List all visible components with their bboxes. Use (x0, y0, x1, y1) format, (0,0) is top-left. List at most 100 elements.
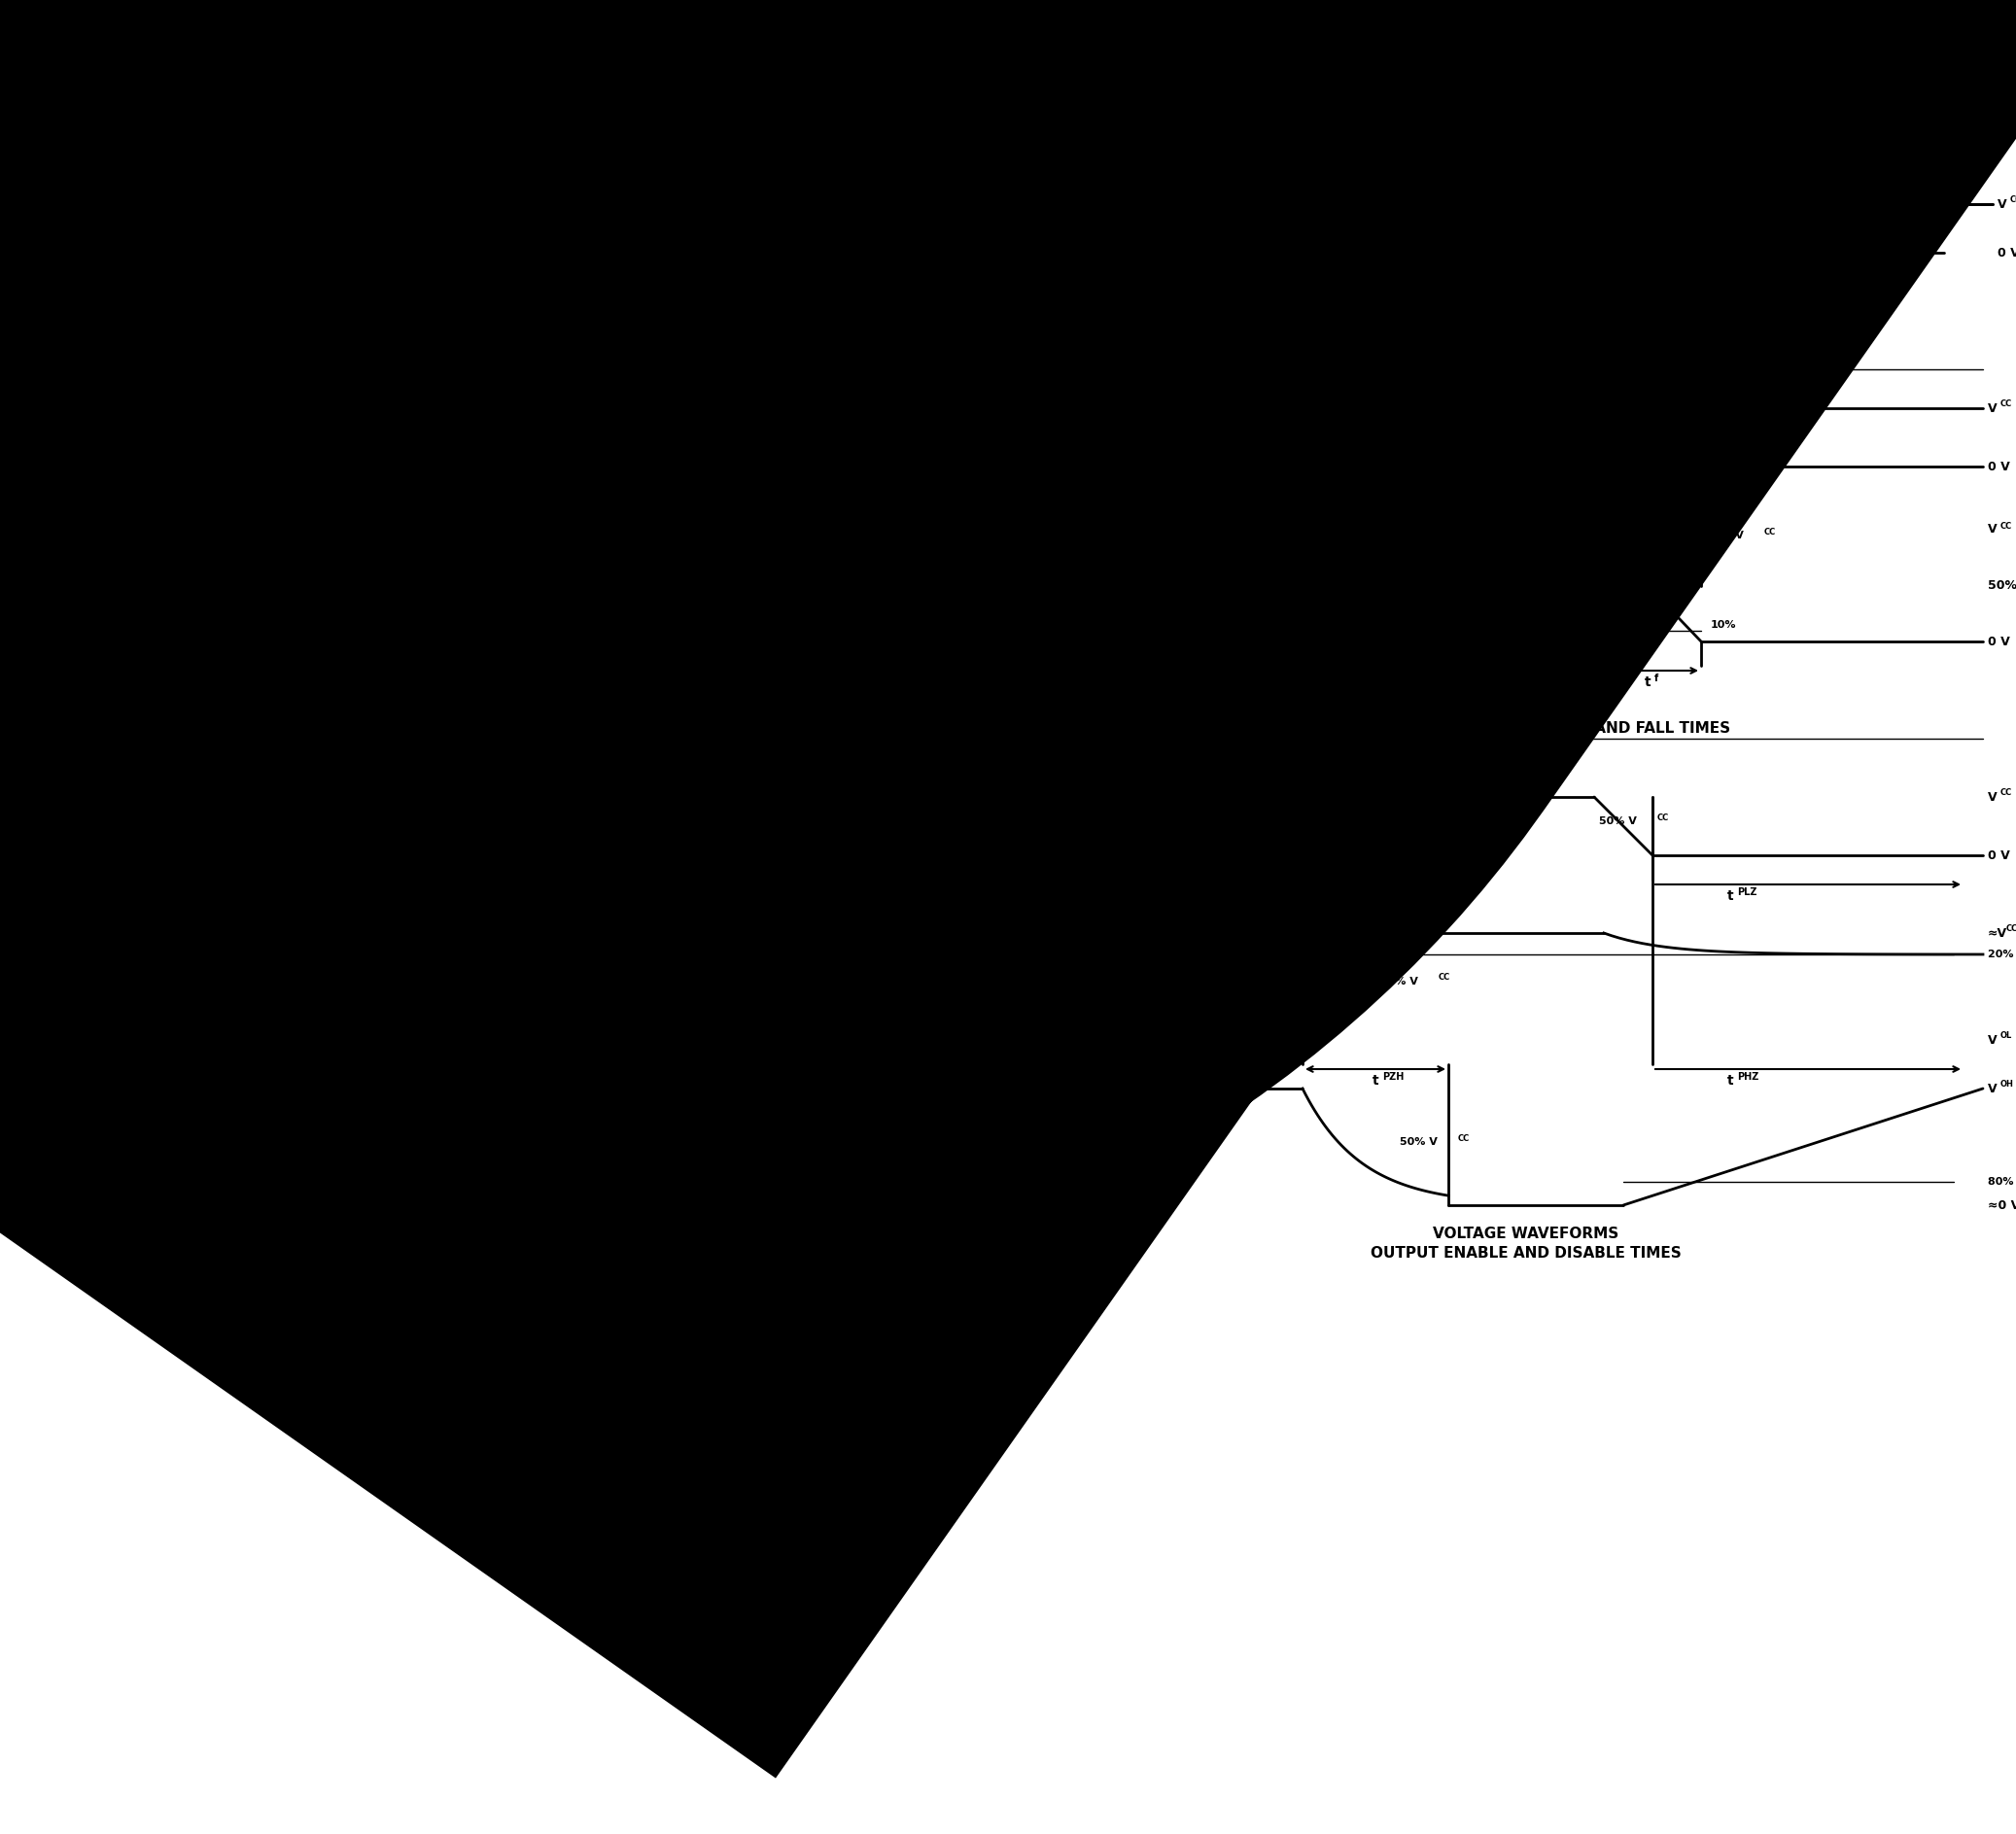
Text: Output: Output (0, 1062, 48, 1077)
Text: C: C (190, 154, 200, 167)
Circle shape (393, 112, 403, 121)
Text: tₚPHZ/tₚPZH: tₚPHZ/tₚPZH (1169, 134, 1262, 149)
Text: 2 × V: 2 × V (671, 59, 712, 73)
Text: 90%: 90% (522, 1031, 548, 1040)
Text: Waveform 1: Waveform 1 (978, 979, 1060, 992)
Text: Input: Input (8, 805, 48, 818)
Text: V: V (706, 1121, 714, 1133)
Text: PROPAGATION DELAY AND OUTPUT TRANSITION TIMES: PROPAGATION DELAY AND OUTPUT TRANSITION … (171, 1198, 625, 1212)
Circle shape (645, 61, 653, 72)
Text: LOAD CIRCUIT: LOAD CIRCUIT (272, 279, 389, 293)
Text: 50% V: 50% V (569, 897, 607, 906)
Text: 90%: 90% (1504, 532, 1530, 541)
Text: CC: CC (1464, 103, 1478, 112)
Text: t: t (522, 1034, 528, 1049)
Text: CC: CC (1302, 215, 1314, 224)
Text: PULSE DURATION: PULSE DURATION (1450, 343, 1595, 358)
Text: t: t (260, 1161, 266, 1176)
Text: V: V (706, 888, 714, 900)
Text: r: r (1139, 673, 1143, 684)
Text: OH: OH (718, 1022, 732, 1031)
Text: V: V (706, 781, 714, 794)
Text: Under Test: Under Test (56, 119, 139, 134)
Text: r: r (270, 1033, 274, 1044)
Text: S1 at GND: S1 at GND (998, 1128, 1060, 1137)
Text: t: t (260, 1034, 266, 1049)
Text: 90%: 90% (1232, 532, 1258, 541)
Text: CC: CC (734, 57, 748, 68)
Text: Waveform 2: Waveform 2 (978, 1141, 1060, 1154)
Circle shape (296, 112, 306, 121)
Text: V: V (1988, 1082, 1998, 1095)
Text: 10%: 10% (444, 1108, 470, 1117)
Text: f: f (1655, 673, 1659, 684)
Text: S1: S1 (599, 90, 619, 105)
Text: 2 × V: 2 × V (1409, 105, 1450, 119)
Text: t: t (1397, 492, 1403, 504)
Text: CC: CC (1653, 424, 1665, 433)
Text: † When V: † When V (28, 246, 99, 259)
Text: CC: CC (2000, 400, 2012, 409)
Text: CC: CC (1389, 812, 1401, 822)
Text: 10%: 10% (1712, 620, 1736, 631)
Text: Control: Control (1004, 809, 1060, 823)
Text: CC: CC (268, 798, 280, 807)
Text: V: V (1988, 523, 1998, 536)
Text: 50% V: 50% V (466, 453, 504, 464)
Text: 50% V: 50% V (1244, 218, 1282, 229)
Text: 90%: 90% (319, 897, 343, 906)
Text: 0 V: 0 V (1988, 460, 2010, 473)
Text: CC: CC (627, 893, 639, 902)
Text: 90%: 90% (1232, 620, 1258, 631)
Text: In-Phase: In-Phase (0, 956, 48, 968)
Text: 50% V: 50% V (1706, 532, 1744, 541)
Text: CC: CC (1764, 528, 1776, 537)
Text: CC: CC (117, 251, 131, 262)
Text: (see Note B): (see Note B) (984, 1113, 1060, 1122)
Text: t: t (1373, 1075, 1379, 1088)
Text: su: su (1193, 490, 1206, 499)
Text: 0 V: 0 V (637, 616, 659, 629)
Text: PLH: PLH (220, 853, 242, 864)
Text: OUTPUT ENABLE AND DISABLE TIMES: OUTPUT ENABLE AND DISABLE TIMES (1371, 1247, 1681, 1262)
Text: 0 V: 0 V (1988, 849, 2010, 862)
Text: VOLTAGE WAVEFORMS: VOLTAGE WAVEFORMS (306, 1179, 492, 1194)
Text: PZH: PZH (1383, 1073, 1403, 1082)
Text: V: V (1988, 1034, 1998, 1045)
Text: f: f (532, 1033, 536, 1044)
Text: 50% V: 50% V (1633, 218, 1671, 229)
Text: GND: GND (1411, 134, 1445, 149)
Text: 50% V: 50% V (1599, 816, 1637, 825)
Text: t: t (450, 1166, 456, 1179)
Text: 0 V: 0 V (1998, 246, 2016, 259)
Text: CC: CC (649, 556, 661, 565)
Text: 50%: 50% (569, 1031, 595, 1040)
Text: 90%: 90% (1068, 532, 1093, 541)
Text: Open: Open (1409, 75, 1450, 90)
Text: V: V (1988, 402, 1998, 414)
Text: CC: CC (1042, 963, 1054, 972)
Text: 50% V: 50% V (1381, 978, 1417, 987)
Text: V: V (637, 558, 645, 570)
Text: 50% V: 50% V (1333, 816, 1369, 825)
Text: CC: CC (2000, 789, 2012, 798)
Text: t: t (1397, 191, 1403, 204)
Text: L: L (204, 160, 210, 169)
Text: RECOVERY TIME: RECOVERY TIME (292, 664, 425, 679)
Text: t: t (1645, 675, 1651, 690)
Text: CC: CC (482, 798, 494, 807)
Text: OL: OL (2000, 1033, 2012, 1040)
Text: 50% V: 50% V (210, 801, 246, 812)
Text: t: t (1357, 889, 1365, 902)
Text: Input: Input (0, 446, 28, 458)
Text: Reference: Reference (962, 440, 1040, 453)
Text: CC: CC (649, 429, 661, 438)
Text: VOLTAGE WAVEFORMS: VOLTAGE WAVEFORMS (266, 644, 454, 658)
Text: CC: CC (1458, 1133, 1470, 1143)
Text: R1 = 500 Ω†: R1 = 500 Ω† (474, 75, 566, 90)
Text: 10%: 10% (569, 989, 595, 1000)
Text: t: t (450, 855, 456, 869)
Text: t: t (1183, 492, 1189, 504)
Text: CC: CC (544, 451, 556, 458)
Text: Input: Input (1000, 420, 1040, 435)
